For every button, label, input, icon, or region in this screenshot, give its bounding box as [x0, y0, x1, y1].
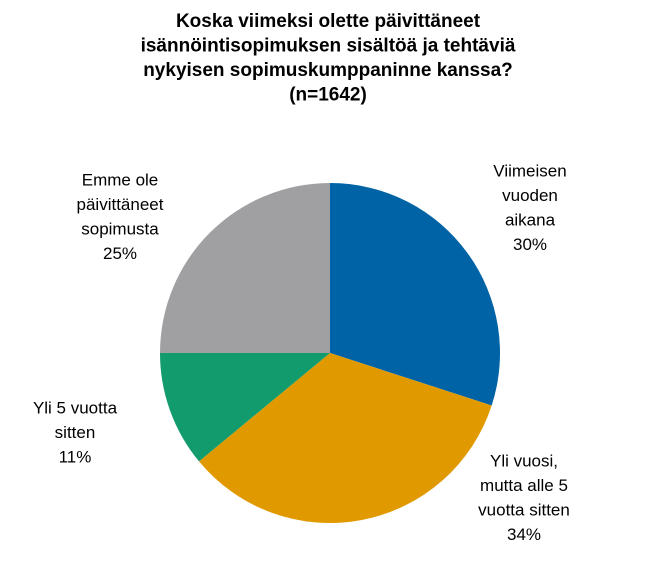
slice-label: vuoden [502, 186, 558, 205]
value-label: 30% [513, 235, 547, 254]
slice-label: Viimeisen [493, 161, 566, 180]
pie-slice [160, 353, 330, 462]
slice-label: sitten [55, 423, 96, 442]
slice-label: mutta alle 5 [480, 476, 568, 495]
chart-title: nykyisen sopimuskumppaninne kanssa? [143, 60, 513, 81]
slice-label: Yli vuosi, [490, 451, 558, 470]
chart-title: (n=1642) [289, 85, 367, 106]
slice-label: päivittäneet [77, 195, 164, 214]
slice-label: vuotta sitten [478, 500, 570, 519]
pie-slice [330, 183, 500, 406]
slice-label: aikana [505, 210, 556, 229]
value-label: 25% [103, 244, 137, 263]
slice-label: Emme ole [82, 170, 159, 189]
pie-slice [199, 353, 492, 523]
pie-slice [160, 183, 330, 353]
chart-title: Koska viimeksi olette päivittäneet [176, 11, 481, 32]
value-label: 34% [507, 525, 541, 544]
value-label: 11% [59, 447, 92, 466]
slice-label: sopimusta [81, 219, 159, 238]
slice-label: Yli 5 vuotta [33, 398, 118, 417]
chart-title: isännöintisopimuksen sisältöä ja tehtävi… [141, 36, 516, 57]
